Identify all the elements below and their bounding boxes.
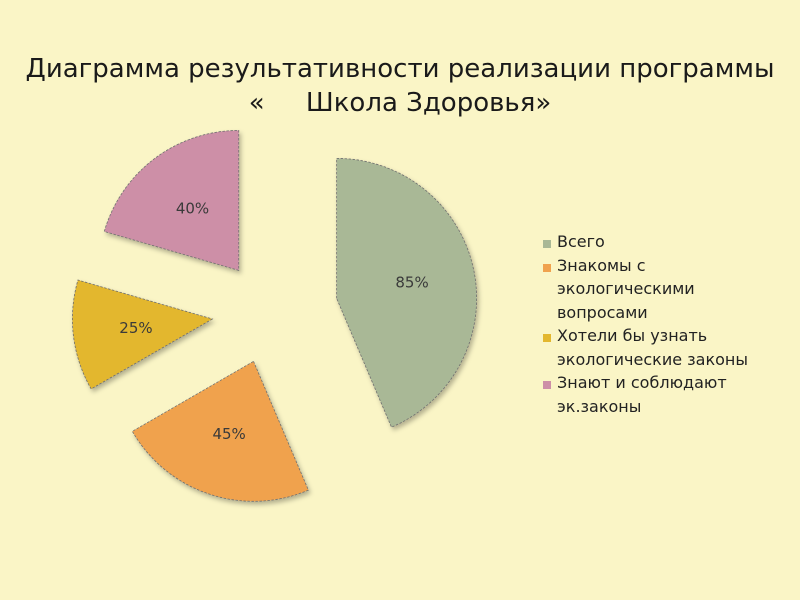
data-label-know-and-follow: 40% bbox=[176, 199, 209, 217]
legend-swatch-total bbox=[543, 240, 551, 248]
legend-item-familiar: Знакомы с экологическими вопросами bbox=[543, 254, 783, 325]
legend-swatch-want-to-know bbox=[543, 334, 551, 342]
data-label-familiar: 45% bbox=[212, 425, 245, 443]
legend-item-want-to-know: Хотели бы узнать экологические законы bbox=[543, 324, 783, 371]
legend-label-know-and-follow: Знают и соблюдают эк.законы bbox=[557, 373, 727, 416]
pie-slice-want-to-know bbox=[72, 279, 214, 390]
chart-legend: Всего Знакомы с экологическими вопросами… bbox=[543, 230, 783, 418]
legend-label-familiar: Знакомы с экологическими вопросами bbox=[557, 255, 695, 322]
pie-slice-total bbox=[336, 157, 477, 428]
legend-swatch-familiar bbox=[543, 263, 551, 272]
pie-slice-know-and-follow bbox=[103, 130, 240, 271]
legend-label-total: Всего bbox=[557, 232, 605, 251]
legend-item-know-and-follow: Знают и соблюдают эк.законы bbox=[543, 371, 783, 418]
legend-swatch-know-and-follow bbox=[543, 381, 551, 389]
legend-item-total: Всего bbox=[543, 230, 783, 254]
legend-label-want-to-know: Хотели бы узнать экологические законы bbox=[557, 326, 748, 369]
chart-title-line-2: « Школа Здоровья» bbox=[248, 88, 552, 118]
data-label-want-to-know: 25% bbox=[119, 319, 152, 337]
chart-title: Диаграмма результативности реализации пр… bbox=[0, 52, 800, 120]
data-label-total: 85% bbox=[395, 274, 428, 292]
chart-title-line-1: Диаграмма результативности реализации пр… bbox=[25, 54, 775, 84]
pie-slice-familiar bbox=[131, 360, 309, 502]
